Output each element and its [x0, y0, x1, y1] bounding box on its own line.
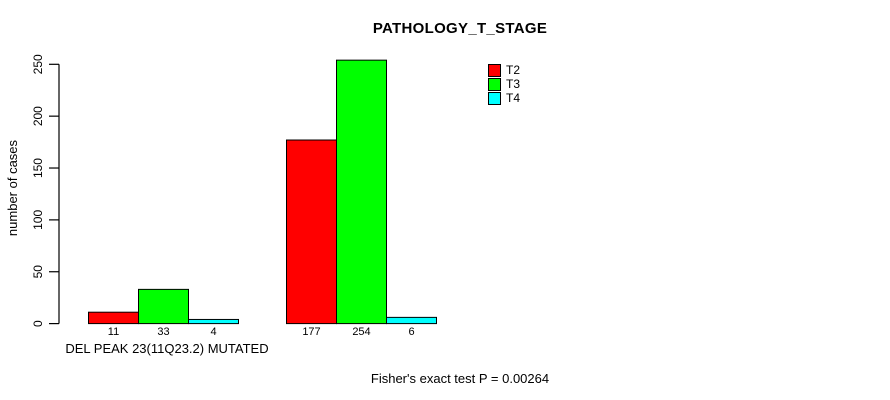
- y-axis-tick-label: 250: [31, 54, 45, 74]
- bar-t2-group1: [88, 311, 139, 325]
- bar-t3-group2: [336, 59, 387, 325]
- bar-t4-group1: [188, 318, 239, 325]
- legend-swatch-t3: [488, 77, 501, 91]
- bar-t2-group2: [286, 139, 337, 325]
- y-axis-tick-label: 150: [31, 158, 45, 178]
- legend-swatch-t2: [488, 63, 501, 77]
- legend-item-t4: T4: [488, 91, 520, 105]
- legend-label: T4: [506, 91, 521, 105]
- bar-value-label: 6: [408, 326, 414, 338]
- chart-title: PATHOLOGY_T_STAGE: [372, 20, 548, 37]
- bar-value-label: 33: [157, 326, 169, 338]
- y-axis-tick-label: 100: [31, 210, 45, 230]
- pvalue-annotation: Fisher's exact test P = 0.00264: [370, 371, 550, 386]
- bar-t4-group2: [386, 316, 437, 325]
- legend-swatch-t4: [488, 91, 501, 105]
- legend-item-t3: T3: [488, 77, 520, 91]
- legend-label: T2: [506, 63, 521, 77]
- legend: T2 T3 T4: [488, 63, 520, 105]
- bar-value-label: 177: [302, 326, 320, 338]
- bar-t3-group1: [138, 288, 189, 325]
- x-axis-label: DEL PEAK 23(11Q23.2) MUTATED: [65, 341, 269, 356]
- legend-label: T3: [506, 77, 521, 91]
- y-axis-tick-label: 50: [31, 265, 45, 279]
- y-axis-tick-label: 200: [31, 106, 45, 126]
- y-axis-tick-label: 0: [31, 320, 45, 327]
- bar-value-label: 11: [108, 326, 119, 338]
- bar-value-label: 254: [352, 326, 370, 338]
- bar-value-label: 4: [210, 326, 216, 338]
- legend-item-t2: T2: [488, 63, 520, 77]
